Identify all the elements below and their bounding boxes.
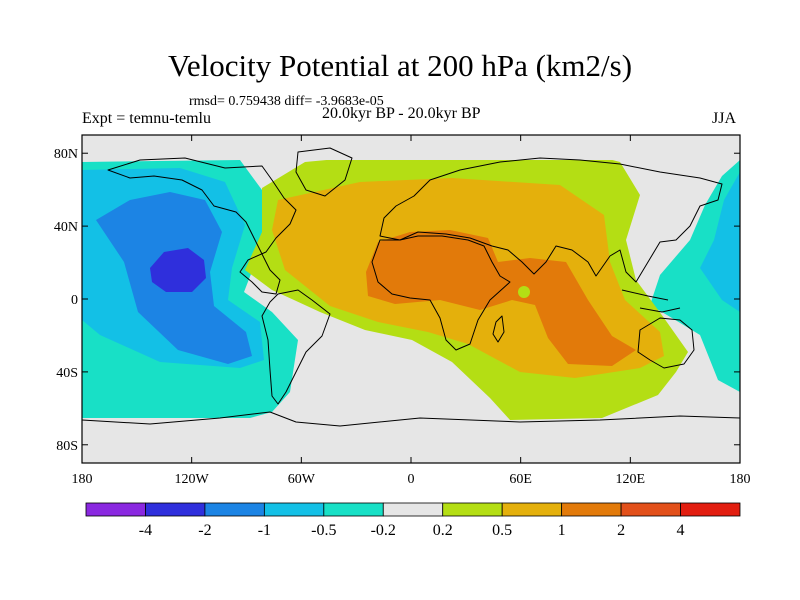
colorbar-swatch: [442, 502, 503, 517]
contour-east-neg-0.2: [650, 160, 740, 392]
colorbar-label: -1: [258, 522, 271, 539]
polar-cap-south: [82, 420, 740, 463]
colorbar-swatch: [680, 502, 741, 517]
y-tick-label: 0: [71, 293, 78, 308]
colorbar-swatch: [204, 502, 265, 517]
axis-ticks: 180 120W 60W 0 60E 120E 180 80N 40N 0 40S 80S: [54, 135, 751, 487]
season-label: JJA: [712, 110, 737, 127]
colorbar-swatch: [85, 502, 146, 517]
y-tick-label: 80N: [54, 147, 78, 162]
coast-madagascar: [492, 315, 505, 343]
x-tick-label: 120W: [175, 472, 210, 487]
colorbar-label: 0.5: [492, 522, 512, 539]
colorbar-swatch: [263, 502, 325, 517]
coast-north-america: [107, 157, 297, 295]
period-label: 20.0kyr BP - 20.0kyr BP: [322, 105, 481, 122]
coastlines: [82, 147, 740, 427]
x-tick-label: 60E: [509, 472, 532, 487]
coast-antarctica: [82, 411, 740, 427]
coast-greenland: [295, 147, 353, 197]
colorbar-label: -2: [198, 522, 211, 539]
colorbar-label: -0.5: [311, 522, 336, 539]
coast-indonesia: [621, 289, 681, 313]
colorbar-swatch: [323, 502, 384, 517]
contour-east-neg-0.5: [700, 172, 740, 312]
colorbar-swatch: [382, 502, 444, 517]
y-tick-label: 80S: [56, 439, 78, 454]
x-tick-label: 120E: [616, 472, 646, 487]
x-tick-label: 180: [72, 472, 93, 487]
contour-neg-2: [150, 248, 206, 292]
filled-contours: [82, 135, 740, 463]
colorbar-label: 1: [558, 522, 566, 539]
coast-africa: [371, 235, 511, 351]
colorbar-label: 0.2: [433, 522, 453, 539]
plot-area: [82, 135, 740, 463]
contour-pos-spot: [518, 286, 530, 298]
colorbar-swatch: [620, 502, 681, 517]
colorbar-swatch: [145, 502, 206, 517]
colorbar-label: -0.2: [371, 522, 396, 539]
stats-line: rmsd= 0.759438 diff= -3.9683e-05: [189, 94, 384, 109]
x-tick-label: 0: [408, 472, 415, 487]
y-tick-label: 40S: [56, 366, 78, 381]
x-tick-label: 180: [730, 472, 751, 487]
contour-pos-1: [366, 230, 636, 366]
colorbar-label: 4: [677, 522, 685, 539]
colorbar-swatch: [561, 502, 622, 517]
colorbar-label: 2: [617, 522, 625, 539]
coast-europe-asia: [379, 157, 723, 283]
chart-title: Velocity Potential at 200 hPa (km2/s): [167, 48, 633, 83]
colorbar: -4 -2 -1 -0.5 -0.2 0.2 0.5 1 2 4: [85, 502, 741, 539]
x-tick-label: 60W: [288, 472, 316, 487]
coast-australia: [637, 317, 695, 369]
experiment-label: Expt = temnu-temlu: [82, 110, 211, 127]
colorbar-label: -4: [139, 522, 152, 539]
y-tick-label: 40N: [54, 220, 78, 235]
coast-south-america: [261, 289, 331, 405]
colorbar-swatch: [501, 502, 563, 517]
